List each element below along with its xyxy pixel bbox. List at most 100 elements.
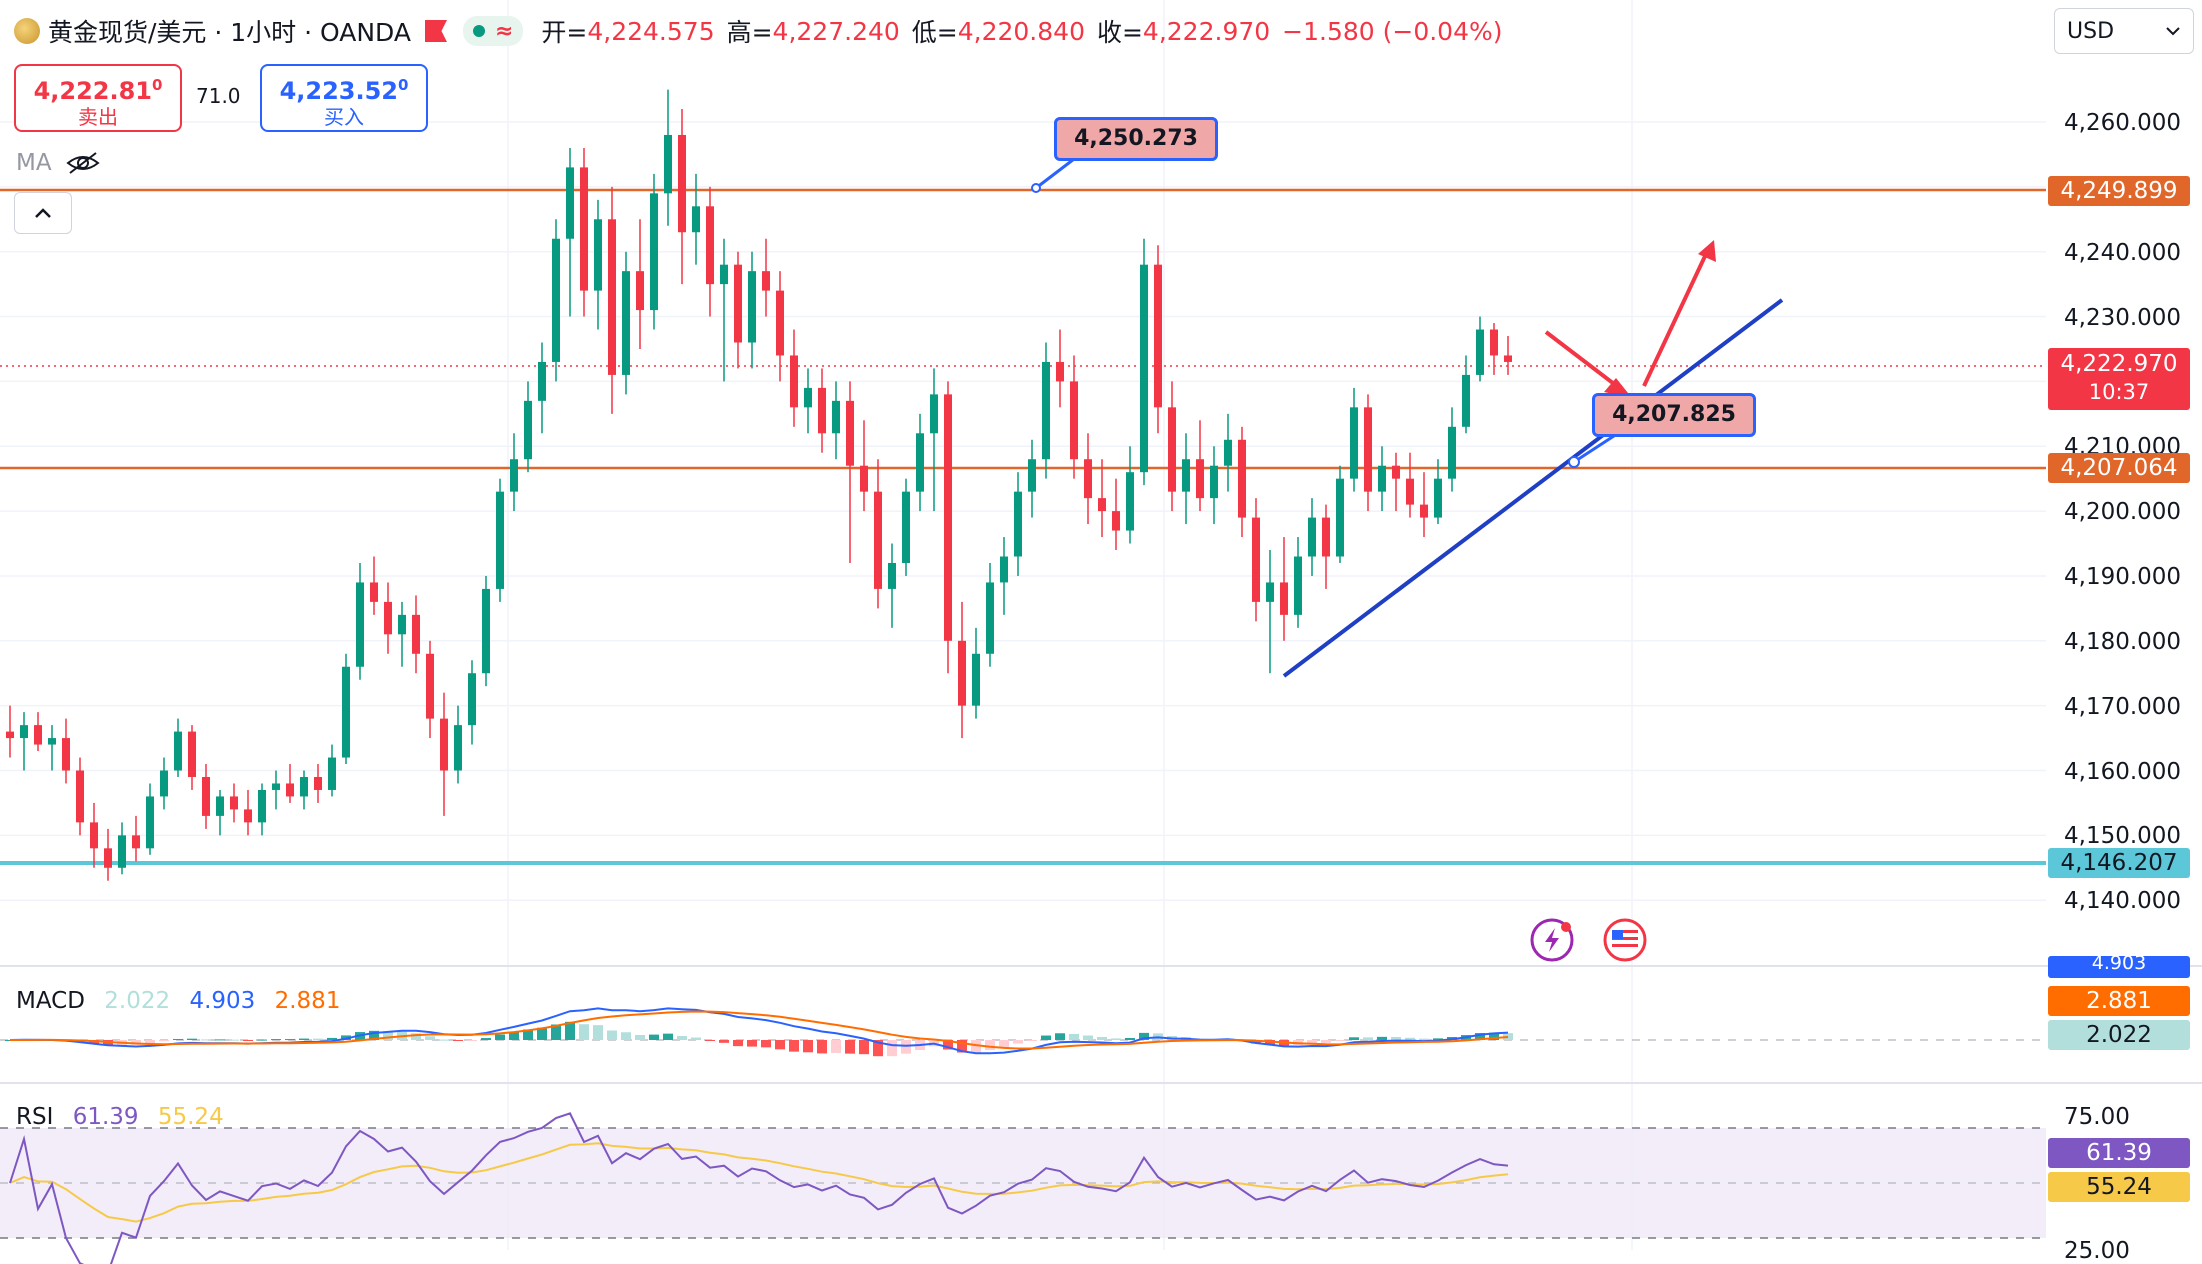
callout-right-label[interactable]: 4,207.825: [1592, 393, 1756, 437]
candle-body: [34, 725, 42, 745]
macd-histogram-bar: [1391, 1036, 1401, 1040]
candle-body: [1266, 582, 1274, 602]
rsi-group: [9, 1112, 1509, 1264]
candle-body: [160, 770, 168, 797]
candle-body: [538, 361, 546, 401]
macd-histogram-bar: [733, 1040, 743, 1047]
macd-signal-tag: 2.881: [2048, 986, 2190, 1016]
buy-price-sup: 0: [398, 76, 409, 94]
candle-body: [636, 271, 644, 311]
ma-indicator-row[interactable]: MA: [16, 150, 100, 176]
candle-body: [202, 776, 210, 816]
candle-body: [1350, 407, 1358, 479]
trendline[interactable]: [1282, 298, 1784, 678]
callout-top-label[interactable]: 4,250.273: [1054, 117, 1218, 161]
macd-histogram-bar: [439, 1039, 449, 1041]
forecast-arrow-up[interactable]: [1642, 240, 1716, 387]
close-value: 4,222.970: [1142, 16, 1271, 46]
rsi-legend[interactable]: RSI 61.39 55.24: [16, 1104, 236, 1130]
macd-histogram-bar: [901, 1040, 911, 1054]
candle-body: [1490, 329, 1498, 356]
candle-countdown: 10:37: [2088, 380, 2150, 404]
candle-body: [776, 290, 784, 356]
macd-histogram-bar: [1363, 1037, 1373, 1040]
candle-body: [132, 835, 140, 849]
lightning-icon[interactable]: [1530, 918, 1574, 962]
candle-body: [1196, 459, 1204, 499]
macd-histogram-bar: [425, 1036, 435, 1040]
macd-histogram-bar: [1489, 1032, 1499, 1040]
macd-histogram-bar: [649, 1034, 659, 1040]
candle-body: [748, 271, 756, 343]
candle-body: [258, 789, 266, 823]
candle-body: [846, 400, 854, 466]
candle-body: [286, 783, 294, 797]
macd-line-tag: 4.903: [2048, 956, 2190, 978]
buy-button[interactable]: 4,223.520 买入: [260, 64, 428, 132]
sell-button[interactable]: 4,222.810 卖出: [14, 64, 182, 132]
candle-body: [1336, 478, 1344, 557]
rsi-lower-tick: 25.00: [2064, 1238, 2130, 1264]
candle-body: [356, 582, 364, 667]
candle-body: [1014, 491, 1022, 557]
macd-histogram-bar: [523, 1029, 533, 1040]
symbol-title[interactable]: 黄金现货/美元 · 1小时 · OANDA: [48, 18, 411, 47]
macd-histogram-bar: [1111, 1038, 1121, 1040]
candle-body: [440, 718, 448, 771]
chevron-up-icon: [35, 208, 51, 218]
macd-histogram-bar: [1013, 1040, 1023, 1044]
macd-histogram-bar: [1307, 1040, 1317, 1044]
candle-body: [1098, 498, 1106, 512]
candle-body: [580, 167, 588, 291]
eye-hidden-icon[interactable]: [65, 151, 100, 175]
candle-body: [762, 271, 770, 291]
candle-body: [1182, 459, 1190, 492]
macd-histogram-bar: [299, 1038, 309, 1040]
candle-body: [1476, 329, 1484, 375]
macd-histogram-bar: [691, 1037, 701, 1040]
macd-histogram-bar: [1377, 1036, 1387, 1040]
wave-icon: ≈: [494, 18, 514, 44]
macd-histogram-bar: [1503, 1033, 1513, 1040]
macd-histogram-bar: [173, 1038, 183, 1040]
candle-body: [454, 725, 462, 771]
candle-body: [594, 219, 602, 291]
candle-body: [1504, 355, 1512, 362]
candle-body: [370, 582, 378, 602]
macd-histogram-bar: [257, 1039, 267, 1041]
flag-icon[interactable]: [424, 20, 447, 42]
candle-body: [76, 770, 84, 823]
status-pill[interactable]: ≈: [462, 16, 524, 46]
macd-histogram-bar: [761, 1040, 771, 1048]
rsi-ma-value: 55.24: [157, 1104, 224, 1130]
macd-histogram-bar: [775, 1040, 785, 1050]
macd-legend[interactable]: MACD 2.022 4.903 2.881: [16, 988, 352, 1014]
collapse-button[interactable]: [14, 192, 72, 234]
currency-value: USD: [2067, 18, 2115, 44]
forecast-arrow-down[interactable]: [1544, 330, 1632, 398]
support-mid-price-tag[interactable]: 4,207.064: [2048, 453, 2190, 483]
macd-histogram-bar: [495, 1034, 505, 1040]
candle-body: [1462, 374, 1470, 427]
price-tick: 4,150.000: [2064, 823, 2182, 849]
macd-histogram-bar: [565, 1021, 575, 1040]
macd-histogram-bar: [1125, 1037, 1135, 1040]
rsi-line: [9, 1112, 1509, 1264]
candle-body: [930, 394, 938, 434]
candle-body: [216, 796, 224, 816]
sell-price: 4,222.81: [33, 77, 152, 105]
last-price-tag[interactable]: 4,222.970 10:37: [2048, 348, 2190, 410]
low-value: 4,220.840: [957, 16, 1085, 46]
support-low-price-tag[interactable]: 4,146.207: [2048, 848, 2190, 878]
rsi-ma-line: [9, 1142, 1509, 1223]
sell-label: 卖出: [78, 105, 118, 129]
macd-histogram-bar: [537, 1027, 547, 1040]
resistance-price-tag[interactable]: 4,249.899: [2048, 176, 2190, 206]
us-flag-icon[interactable]: [1603, 918, 1647, 962]
macd-histogram-bar: [1041, 1035, 1051, 1040]
macd-histogram-bar: [201, 1039, 211, 1041]
macd-histogram-bar: [607, 1030, 617, 1040]
macd-histogram-bar: [467, 1040, 477, 1041]
currency-select[interactable]: USD: [2054, 8, 2194, 54]
